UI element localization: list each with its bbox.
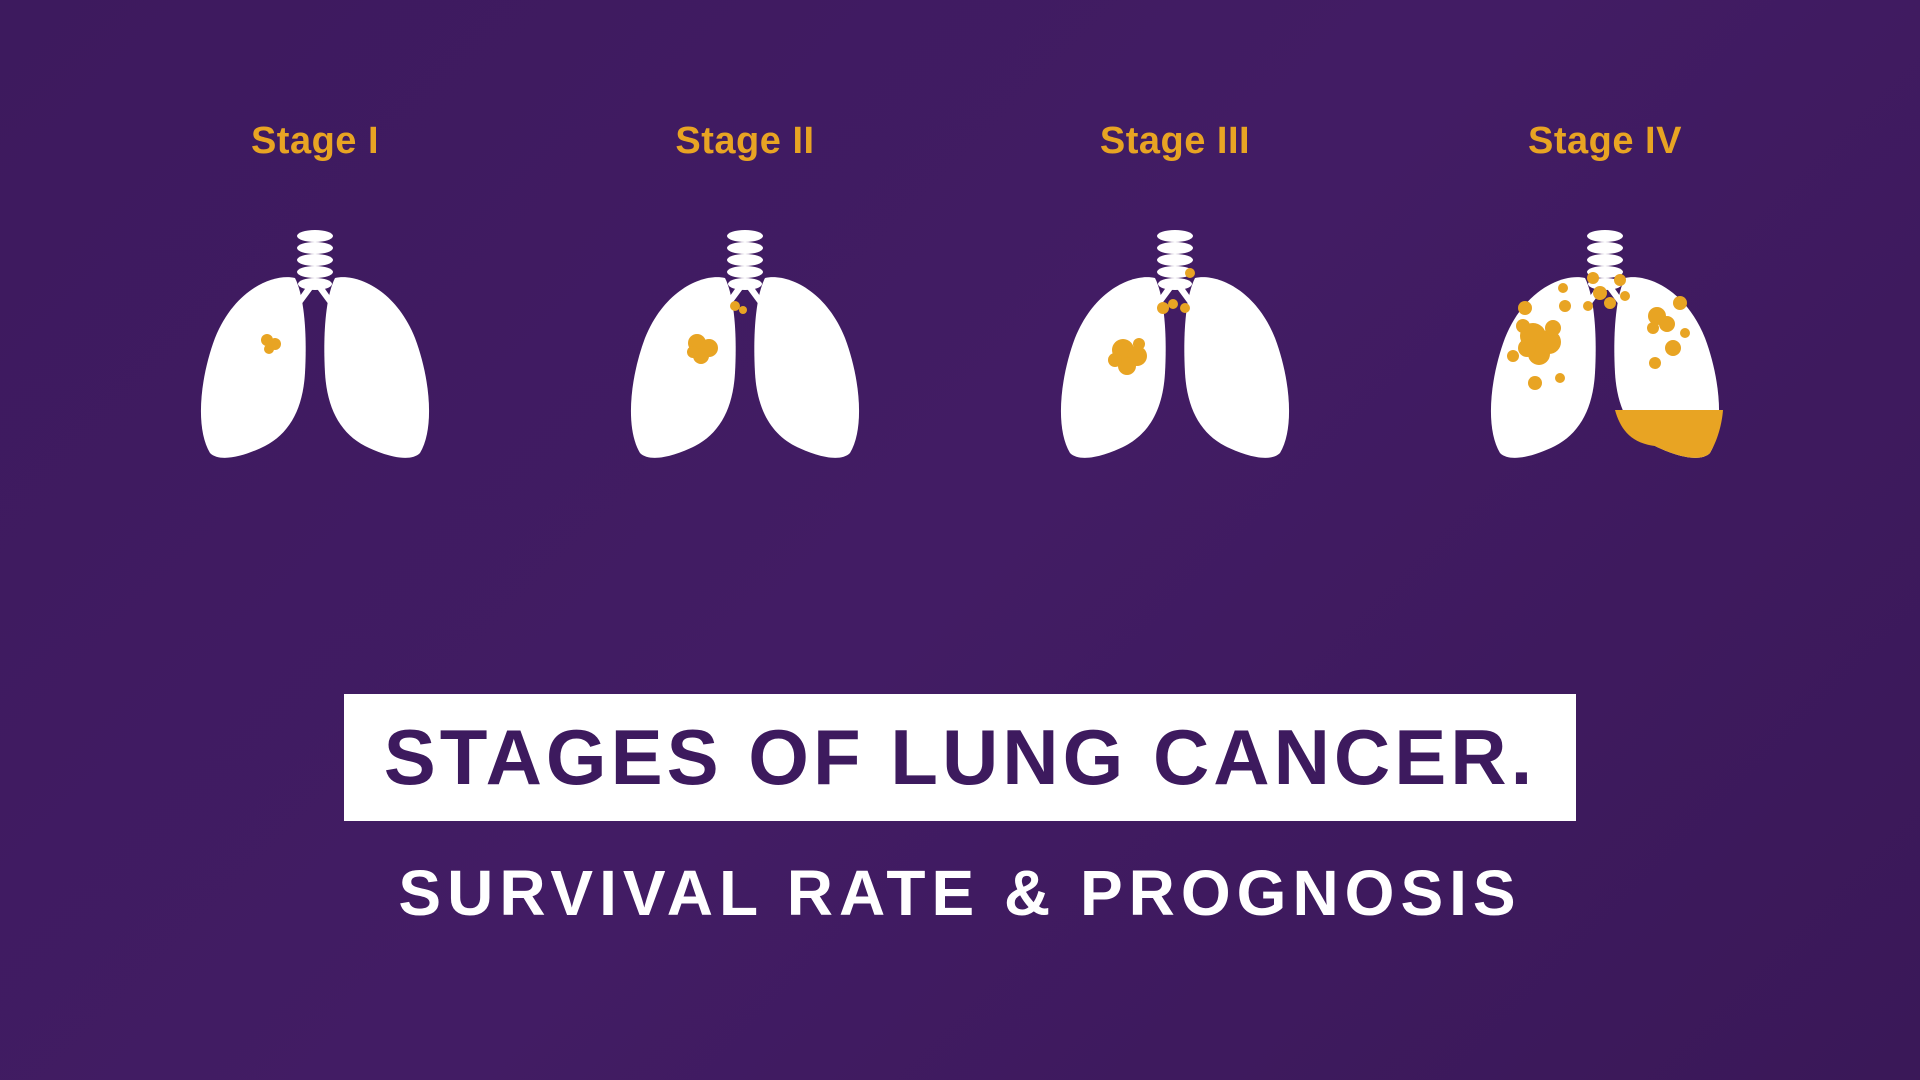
lungs-icon-stage-4 [1445, 178, 1765, 478]
subtitle: SURVIVAL RATE & PROGNOSIS [180, 856, 1740, 930]
stage-2: Stage II [565, 120, 925, 478]
lungs-icon-stage-3 [1015, 178, 1335, 478]
main-title: STAGES OF LUNG CANCER. [344, 694, 1577, 821]
pleural-fluid [1615, 410, 1723, 458]
stage-3-label: Stage III [1100, 120, 1250, 163]
lungs-icon-stage-1 [155, 178, 475, 478]
title-block: STAGES OF LUNG CANCER. SURVIVAL RATE & P… [180, 694, 1740, 930]
stage-2-label: Stage II [675, 120, 814, 163]
stage-4: Stage IV [1425, 120, 1785, 478]
stages-row: Stage I [0, 0, 1920, 478]
stage-1: Stage I [135, 120, 495, 478]
lungs-icon-stage-2 [585, 178, 905, 478]
stage-1-label: Stage I [251, 120, 379, 163]
stage-3: Stage III [995, 120, 1355, 478]
stage-4-label: Stage IV [1528, 120, 1682, 163]
